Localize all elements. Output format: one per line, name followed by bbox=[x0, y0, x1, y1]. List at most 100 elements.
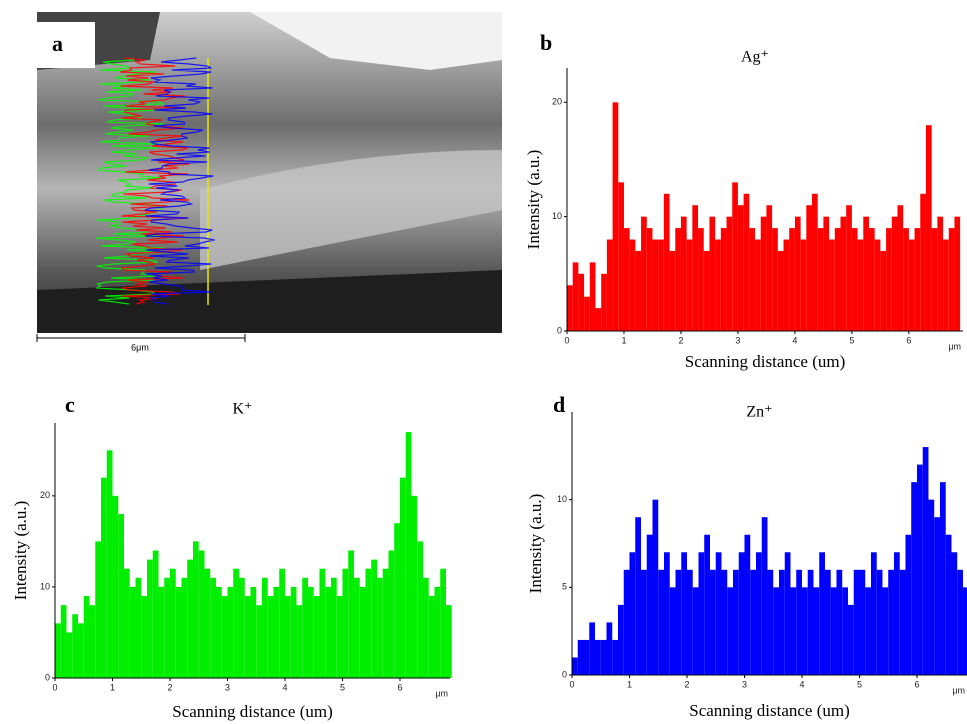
bar bbox=[750, 569, 756, 675]
bar bbox=[772, 228, 778, 331]
x-tick-label: 0 bbox=[569, 679, 574, 689]
bar bbox=[813, 587, 820, 675]
x-tick-label: 4 bbox=[792, 335, 797, 345]
bar bbox=[112, 495, 119, 678]
bar bbox=[663, 552, 670, 675]
bar bbox=[819, 552, 825, 675]
bar bbox=[646, 228, 653, 331]
bar bbox=[681, 552, 687, 675]
bar bbox=[198, 550, 205, 678]
bar bbox=[777, 250, 784, 331]
bar bbox=[846, 205, 852, 331]
bar bbox=[635, 250, 642, 331]
bar bbox=[623, 228, 630, 331]
bar bbox=[829, 239, 835, 331]
bar bbox=[325, 586, 331, 678]
bar bbox=[812, 193, 818, 331]
bar bbox=[89, 605, 96, 678]
bar bbox=[578, 273, 585, 331]
bar bbox=[778, 569, 785, 675]
bar bbox=[583, 639, 590, 675]
panel-label: d bbox=[553, 392, 565, 417]
sem-bright-region bbox=[250, 12, 502, 70]
bar bbox=[652, 499, 659, 675]
y-tick-label: 0 bbox=[557, 325, 562, 335]
bar bbox=[572, 657, 578, 675]
bar bbox=[394, 523, 400, 678]
bar bbox=[629, 552, 636, 675]
bar bbox=[914, 228, 921, 331]
x-axis-label: Scanning distance (um) bbox=[685, 352, 846, 371]
bar bbox=[152, 550, 159, 678]
bar bbox=[600, 639, 607, 675]
bar bbox=[925, 125, 932, 331]
bar bbox=[830, 587, 837, 675]
bar bbox=[359, 586, 366, 678]
bar bbox=[215, 586, 222, 678]
bar bbox=[601, 273, 607, 331]
bar bbox=[698, 552, 705, 675]
bar bbox=[261, 577, 268, 678]
bar bbox=[783, 239, 790, 331]
bar bbox=[584, 296, 590, 331]
x-tick-label: 2 bbox=[167, 682, 172, 692]
bar bbox=[342, 568, 349, 678]
bar bbox=[417, 541, 423, 678]
bar bbox=[445, 605, 452, 678]
bar bbox=[962, 587, 967, 675]
bar bbox=[743, 193, 750, 331]
bar bbox=[589, 622, 595, 675]
x-tick-label: 6 bbox=[914, 679, 919, 689]
bar bbox=[703, 250, 710, 331]
bar bbox=[738, 552, 745, 675]
bar bbox=[851, 228, 858, 331]
bar bbox=[760, 216, 767, 331]
bar bbox=[692, 587, 699, 675]
bar bbox=[577, 639, 584, 675]
bar bbox=[330, 577, 337, 678]
bar bbox=[934, 517, 940, 675]
x-tick-label: 3 bbox=[225, 682, 230, 692]
x-tick-label: 2 bbox=[678, 335, 683, 345]
y-tick-label: 10 bbox=[552, 211, 562, 221]
bar bbox=[663, 193, 670, 331]
bar bbox=[834, 228, 841, 331]
bar bbox=[641, 216, 647, 331]
bar bbox=[146, 559, 153, 678]
bar bbox=[612, 639, 618, 675]
bar bbox=[284, 596, 291, 678]
bar bbox=[353, 577, 360, 678]
bar bbox=[784, 552, 791, 675]
bar bbox=[773, 587, 779, 675]
bar bbox=[290, 586, 297, 678]
bar bbox=[669, 250, 676, 331]
bar bbox=[874, 239, 881, 331]
bar bbox=[72, 614, 78, 678]
bar bbox=[623, 569, 630, 675]
bar bbox=[55, 623, 61, 678]
bar bbox=[658, 239, 664, 331]
bar bbox=[891, 216, 898, 331]
bar bbox=[302, 577, 308, 678]
bar bbox=[77, 623, 84, 678]
bar bbox=[589, 262, 596, 331]
bar bbox=[164, 577, 170, 678]
bar bbox=[187, 559, 193, 678]
bar bbox=[95, 541, 101, 678]
y-tick-label: 0 bbox=[562, 669, 567, 679]
bar bbox=[957, 569, 963, 675]
bar bbox=[905, 534, 912, 675]
bar bbox=[319, 568, 326, 678]
x-tick-label: 3 bbox=[742, 679, 747, 689]
bar bbox=[618, 182, 624, 331]
bar bbox=[868, 228, 875, 331]
bar bbox=[726, 216, 733, 331]
x-unit: μm bbox=[952, 685, 965, 695]
bar bbox=[721, 569, 728, 675]
bar bbox=[617, 604, 624, 675]
bar bbox=[755, 239, 761, 331]
chart-title: Ag⁺ bbox=[741, 49, 769, 66]
bar bbox=[238, 577, 245, 678]
bar bbox=[595, 308, 602, 331]
